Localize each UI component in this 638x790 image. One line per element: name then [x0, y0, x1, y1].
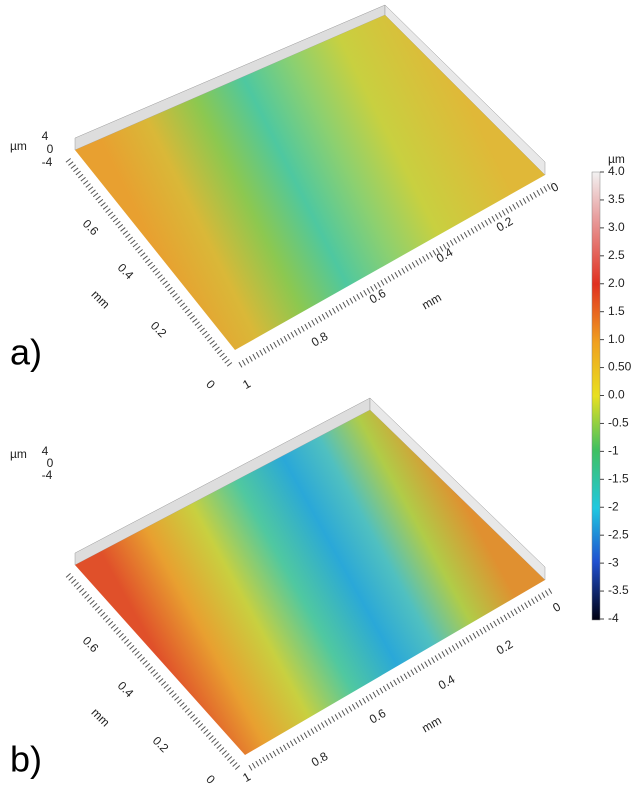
- colorbar-tick-label: -1.5: [608, 471, 629, 485]
- surface: [75, 410, 545, 755]
- colorbar-tick-label: 2.5: [608, 248, 625, 262]
- x-tick-label: 0: [550, 599, 563, 615]
- z-unit: µm: [10, 447, 27, 461]
- panel-label: a): [10, 332, 42, 373]
- colorbar-tick-label: -3: [608, 555, 619, 569]
- z-tick-label: -4: [42, 468, 53, 482]
- y-tick-label: 0.6: [80, 634, 102, 656]
- colorbar-tick-label: -0.5: [608, 416, 629, 430]
- y-tick-label: 0.2: [148, 319, 170, 341]
- x-axis-unit: mm: [419, 713, 443, 735]
- colorbar-tick-label: 0.50: [608, 360, 632, 374]
- y-axis-unit: mm: [89, 705, 113, 729]
- x-tick-label: 0.6: [367, 286, 389, 307]
- x-tick-label: 0.8: [309, 749, 331, 770]
- colorbar: [592, 172, 600, 620]
- x-axis-unit: mm: [419, 290, 443, 312]
- x-tick-label: 0: [548, 179, 561, 195]
- y-tick-label: 0: [203, 772, 218, 785]
- y-axis-unit: mm: [89, 287, 113, 311]
- y-tick-label: 0.2: [150, 734, 172, 756]
- z-tick-label: 0: [47, 142, 54, 156]
- x-tick-label: 0.8: [309, 329, 331, 350]
- colorbar-tick-label: -4: [608, 611, 619, 625]
- y-tick-label: 0.4: [115, 261, 137, 283]
- z-tick-label: 4: [42, 129, 49, 143]
- colorbar-tick-label: -1: [608, 444, 619, 458]
- surface-b: [68, 398, 552, 768]
- colorbar-tick-label: 0.0: [608, 388, 625, 402]
- y-tick-label: 0.6: [80, 217, 102, 239]
- surface-a: [68, 5, 552, 365]
- figure: µm 4.0 3.5 3.0 2.5 2.0 1.5 1.0 0.50 0.0 -0.5 -1 -1.…: [0, 0, 638, 785]
- z-tick-label: -4: [42, 155, 53, 169]
- x-tick-label: 1: [240, 376, 253, 392]
- colorbar-tick-label: -3.5: [608, 583, 629, 597]
- colorbar-tick-label: 3.0: [608, 220, 625, 234]
- y-tick-label: 0.4: [115, 679, 137, 701]
- y-tick-label: 0: [203, 377, 218, 392]
- x-tick-label: 0.4: [436, 672, 458, 693]
- colorbar-tick-label: -2: [608, 499, 619, 513]
- x-tick-label: 0.4: [434, 245, 456, 266]
- x-tick-label: 0.6: [367, 706, 389, 727]
- colorbar-tick-label: 2.0: [608, 276, 625, 290]
- z-unit: µm: [10, 139, 27, 153]
- colorbar-tick-label: 3.5: [608, 192, 625, 206]
- colorbar-tick-label: -2.5: [608, 527, 629, 541]
- colorbar-tick-label: 4.0: [608, 164, 625, 178]
- panel-label: b): [10, 739, 42, 780]
- x-tick-label: 0.2: [494, 637, 516, 658]
- colorbar-tick-label: 1.5: [608, 304, 625, 318]
- surface: [75, 15, 545, 350]
- colorbar-tick-label: 1.0: [608, 332, 625, 346]
- x-tick-label: 1: [240, 769, 253, 785]
